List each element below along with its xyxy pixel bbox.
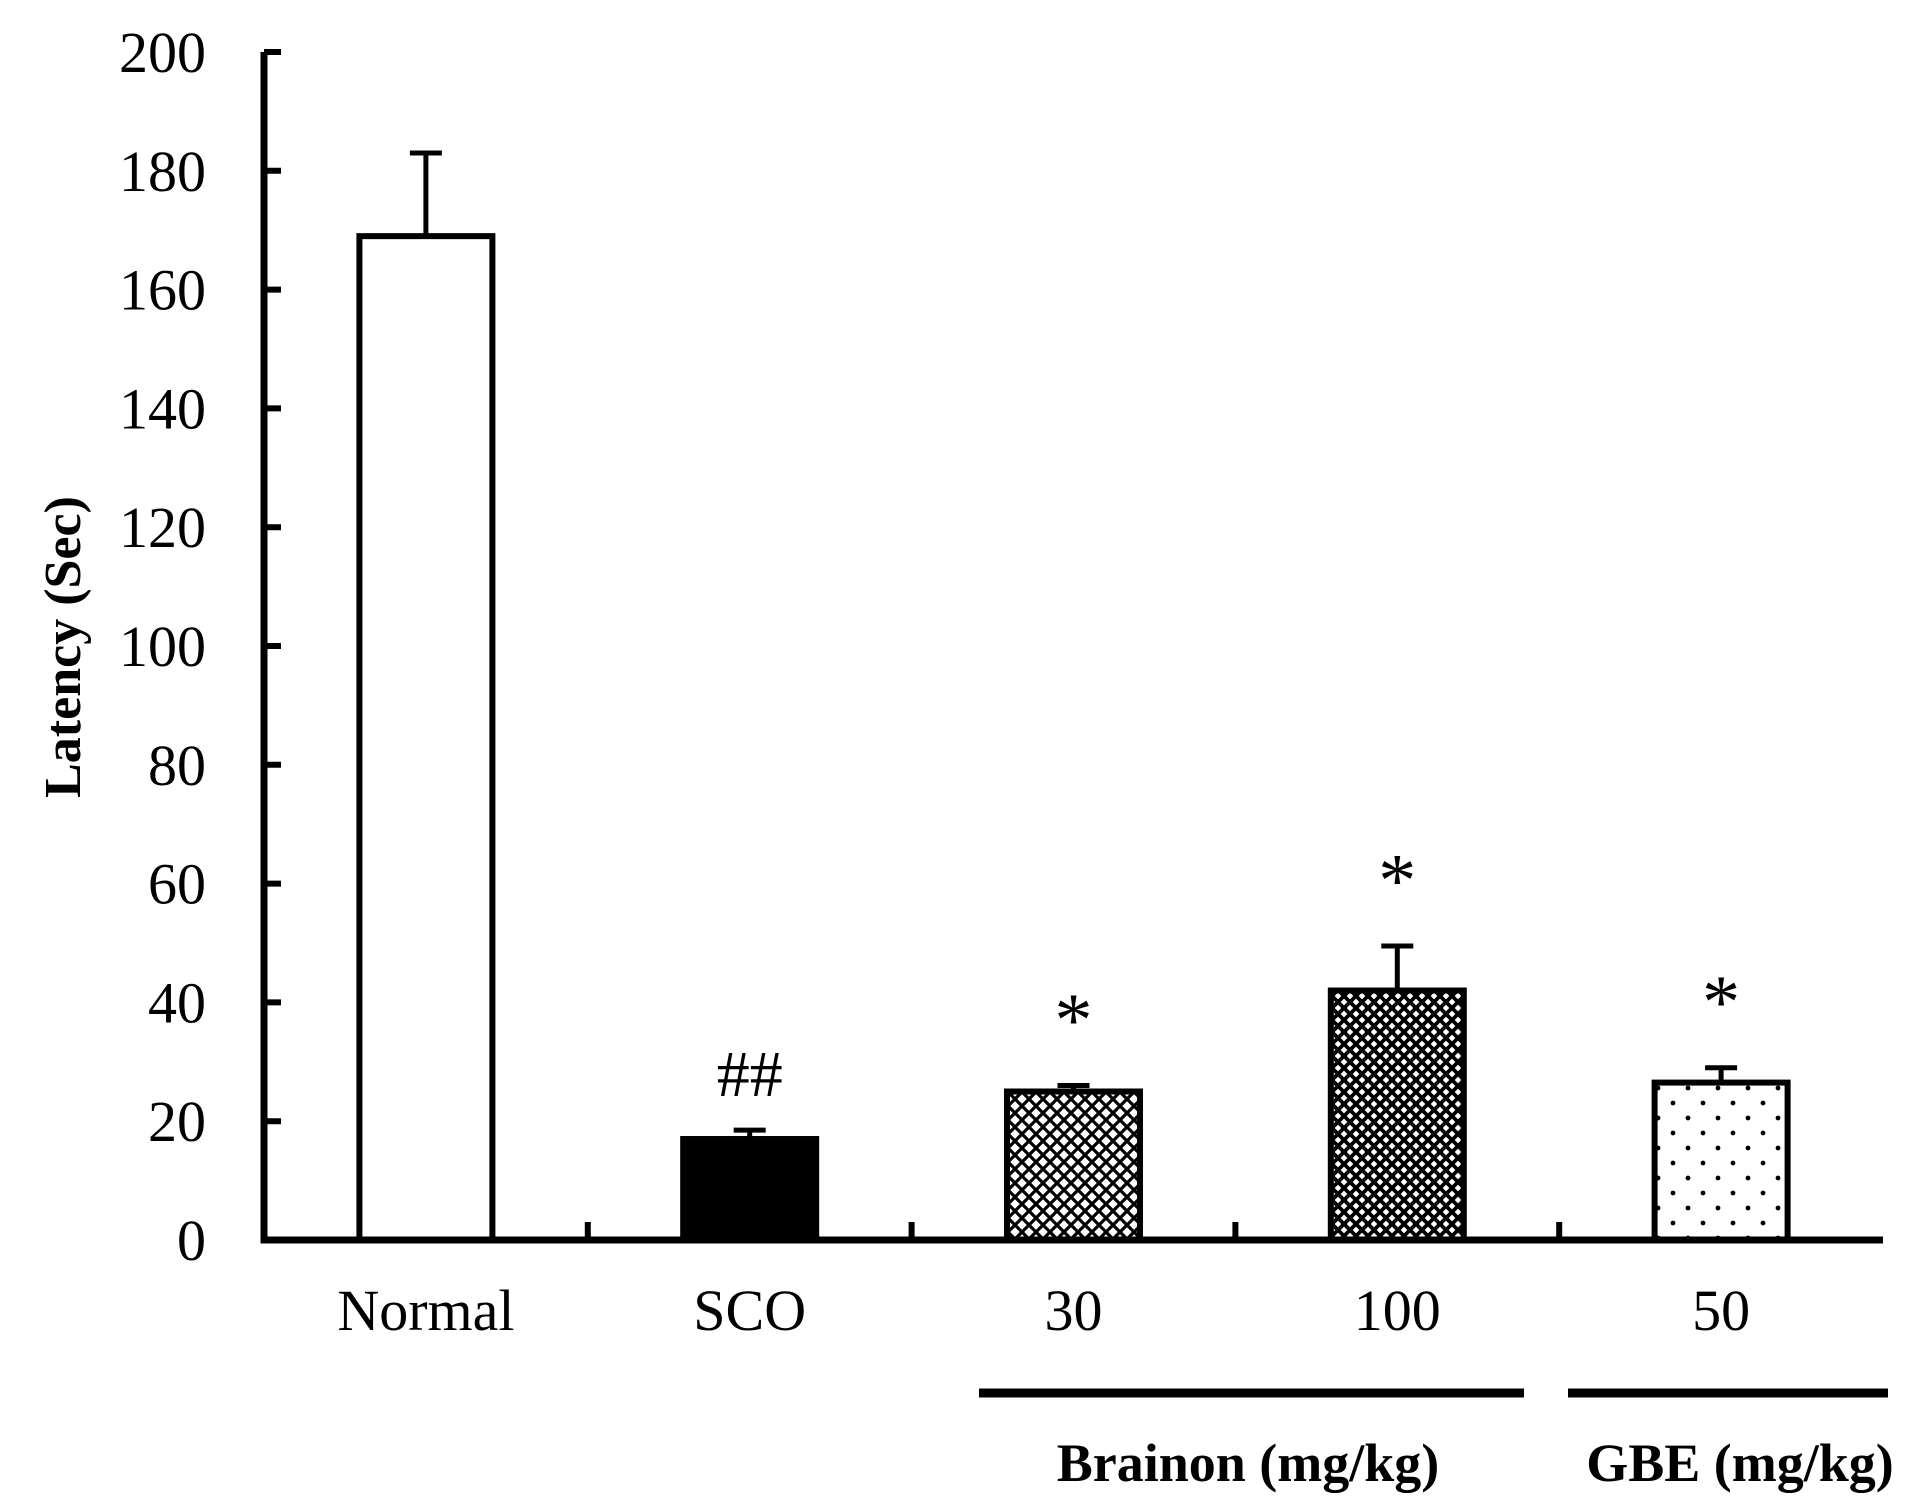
group-label-gbe: GBE (mg/kg) bbox=[1586, 1433, 1894, 1493]
bars-group: ## * * * bbox=[356, 150, 1791, 1244]
x-axis-labels: Normal SCO 30 100 50 bbox=[337, 1278, 1750, 1343]
significance-hash-annotation: ## bbox=[717, 1038, 783, 1111]
significance-star-annotation: * bbox=[1702, 961, 1740, 1045]
y-tick-label: 0 bbox=[177, 1208, 206, 1273]
y-tick-label: 60 bbox=[148, 852, 206, 917]
significance-star-annotation: * bbox=[1378, 839, 1416, 923]
y-tick-label: 200 bbox=[119, 20, 206, 85]
y-tick-label: 100 bbox=[119, 614, 206, 679]
y-axis-ticks: 0 20 40 60 80 100 120 140 160 180 200 bbox=[119, 20, 281, 1273]
bar-100 bbox=[1327, 987, 1467, 1244]
group-label-brainon: Brainon (mg/kg) bbox=[1057, 1433, 1440, 1493]
y-tick-label: 40 bbox=[148, 970, 206, 1035]
significance-star-annotation: * bbox=[1055, 979, 1093, 1063]
bar-30 bbox=[1004, 1088, 1143, 1243]
x-axis-ticks bbox=[584, 1222, 1563, 1240]
y-tick-label: 160 bbox=[119, 258, 206, 323]
y-tick-label: 20 bbox=[148, 1089, 206, 1154]
y-axis-title: Latency (Sec) bbox=[35, 496, 92, 798]
x-category-label: 100 bbox=[1354, 1278, 1441, 1343]
bar-normal bbox=[356, 233, 496, 1243]
y-tick-label: 120 bbox=[119, 495, 206, 560]
bar-50 bbox=[1651, 1079, 1791, 1243]
y-tick-label: 80 bbox=[148, 733, 206, 798]
x-category-label: 30 bbox=[1045, 1278, 1103, 1343]
bar-sco bbox=[680, 1136, 820, 1244]
y-tick-label: 180 bbox=[119, 139, 206, 204]
x-category-label: Normal bbox=[337, 1278, 514, 1343]
y-tick-label: 140 bbox=[119, 376, 206, 441]
x-category-label: 50 bbox=[1692, 1278, 1750, 1343]
x-category-label: SCO bbox=[693, 1278, 806, 1343]
